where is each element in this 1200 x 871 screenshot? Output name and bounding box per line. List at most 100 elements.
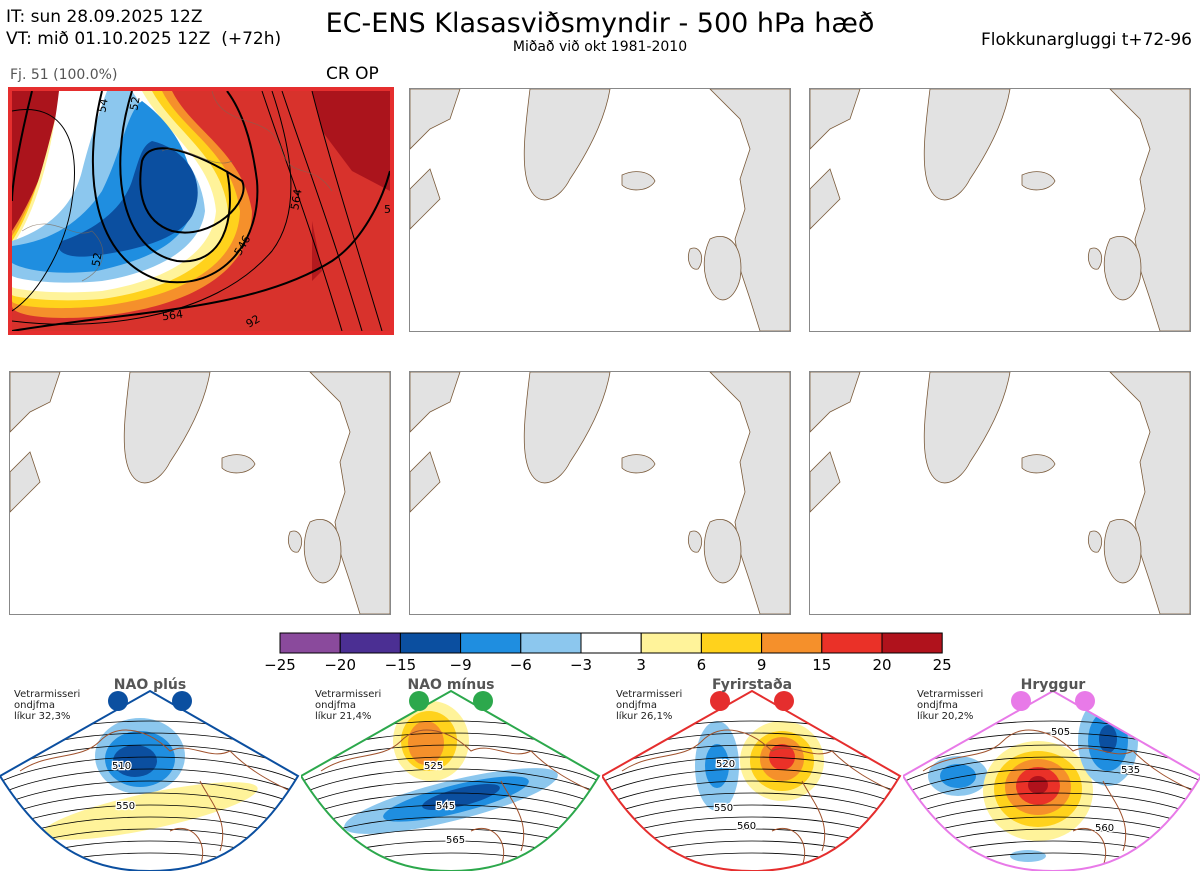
regime-map: 525 545 565 [301, 689, 601, 871]
regime-info: Vetrarmisseri ondjfma líkur 26,1% [616, 689, 682, 722]
anomaly-blob [422, 783, 500, 811]
anomaly-blob [769, 744, 795, 770]
contour-label: 560 [1095, 823, 1114, 834]
contour-label: 520 [716, 759, 735, 770]
regime-marker [172, 691, 192, 711]
contour-label: 565 [446, 835, 465, 846]
colorbar-tick-label: 6 [696, 656, 707, 674]
contour-label: 550 [714, 803, 733, 814]
panel-flag: CR OP [326, 64, 379, 84]
regime-title: NAO plús [113, 677, 187, 693]
anomaly-blob [42, 782, 258, 840]
anomaly-blob [408, 721, 444, 765]
page-title: EC-ENS Klasasviðsmyndir - 500 hPa hæð [325, 8, 875, 39]
regime-marker [774, 691, 794, 711]
contour-label: 5 [384, 203, 391, 216]
colorbar-tick-label: 25 [932, 656, 952, 674]
regime-info: Vetrarmisseri ondjfma líkur 20,2% [917, 689, 983, 722]
colorbar-box [399, 632, 462, 654]
anomaly-blob [705, 744, 729, 788]
regime-info-line: Vetrarmisseri [616, 689, 683, 700]
regime-info-line: ondjfma [616, 700, 657, 711]
height-contour [301, 780, 599, 812]
coastline [19, 729, 291, 867]
colorbar-tick-label: −25 [264, 656, 296, 674]
regime-info-line: líkur 26,1% [616, 711, 673, 722]
coastline-map [810, 372, 1190, 614]
regime-marker [1075, 691, 1095, 711]
cluster-map-1: 54 52 564 546 564 92 52 5 [8, 87, 394, 335]
colorbar-box [700, 632, 763, 654]
anomaly-blob [1010, 850, 1046, 862]
height-contour [903, 768, 1200, 800]
regime-map: 505 535 560 [903, 689, 1200, 871]
colorbar-tick-label: 20 [872, 656, 892, 674]
regime-info-line: ondjfma [917, 700, 958, 711]
colorbar-tick-label: −15 [384, 656, 417, 674]
cluster-map-5 [409, 371, 791, 615]
coastline [320, 729, 592, 867]
regime-marker [473, 691, 493, 711]
regime-title: Hryggur [1020, 677, 1086, 693]
window-label: Flokkunargluggi t+72-96 [980, 30, 1192, 50]
anomaly-field [12, 91, 390, 331]
colorbar-box [761, 632, 823, 654]
regime-info: Vetrarmisseri ondjfma líkur 21,4% [315, 689, 381, 722]
colorbar-tick-label: −20 [324, 656, 357, 674]
contour-label: 525 [424, 761, 443, 772]
colorbar-box [580, 632, 642, 654]
colorbar-box [279, 632, 341, 654]
height-contour [0, 780, 298, 812]
height-contour [903, 756, 1200, 788]
colorbar-tick-label: −6 [509, 656, 532, 674]
cluster-map-4 [9, 371, 391, 615]
colorbar-tick-label: 3 [636, 656, 646, 674]
height-contour [602, 768, 900, 800]
height-contour [602, 780, 900, 812]
contour-label: 535 [1121, 765, 1140, 776]
contour-label: 52 [89, 251, 105, 268]
anomaly-blob [1099, 725, 1117, 753]
contour-label: 560 [737, 821, 756, 832]
colorbar-tick-label: −9 [449, 656, 472, 674]
coastline [621, 729, 893, 867]
regime-info-line: ondjfma [14, 700, 55, 711]
regime-marker [1011, 691, 1031, 711]
regime-info-line: líkur 20,2% [917, 711, 974, 722]
regime-marker [710, 691, 730, 711]
regime-info: Vetrarmisseri ondjfma líkur 32,3% [14, 689, 80, 722]
contour-label: 510 [112, 761, 131, 772]
header-times: IT: sun 28.09.2025 12Z VT: mið 01.10.202… [6, 6, 281, 50]
contour-label: 52 [127, 95, 143, 112]
regime-info-line: ondjfma [315, 700, 356, 711]
colorbar-box [881, 632, 943, 654]
height-contour [0, 756, 298, 788]
anomaly-blob [1028, 776, 1048, 794]
regime-title: Fyrirstaða [711, 677, 793, 693]
height-contour [903, 780, 1200, 812]
panel-caption: Fj. 51 (100.0%) [10, 67, 118, 83]
height-contour [301, 756, 599, 788]
contour-label: 545 [436, 801, 455, 812]
regime-info-line: Vetrarmisseri [917, 689, 984, 700]
colorbar [279, 632, 943, 654]
contour-label: 505 [1051, 727, 1070, 738]
regime-map: 510 550 [0, 689, 300, 871]
colorbar-box [460, 632, 522, 654]
page-subtitle: Miðað við okt 1981-2010 [512, 39, 688, 55]
colorbar-tick-label: −3 [569, 656, 593, 674]
colorbar-tick-label: 15 [812, 656, 832, 674]
height-contour [602, 756, 900, 788]
regime-info-line: Vetrarmisseri [315, 689, 382, 700]
coastline [922, 729, 1194, 867]
contour-label: 550 [116, 801, 135, 812]
colorbar-tick-label: 9 [756, 656, 767, 674]
coastline-map [410, 89, 790, 331]
colorbar-box [821, 632, 883, 654]
colorbar-box [520, 632, 582, 654]
anomaly-blob [940, 764, 976, 788]
regime-info-line: líkur 21,4% [315, 711, 372, 722]
regime-info-line: Vetrarmisseri [14, 689, 81, 700]
init-time: IT: sun 28.09.2025 12Z [6, 7, 203, 27]
valid-time: VT: mið 01.10.2025 12Z (+72h) [6, 29, 282, 49]
